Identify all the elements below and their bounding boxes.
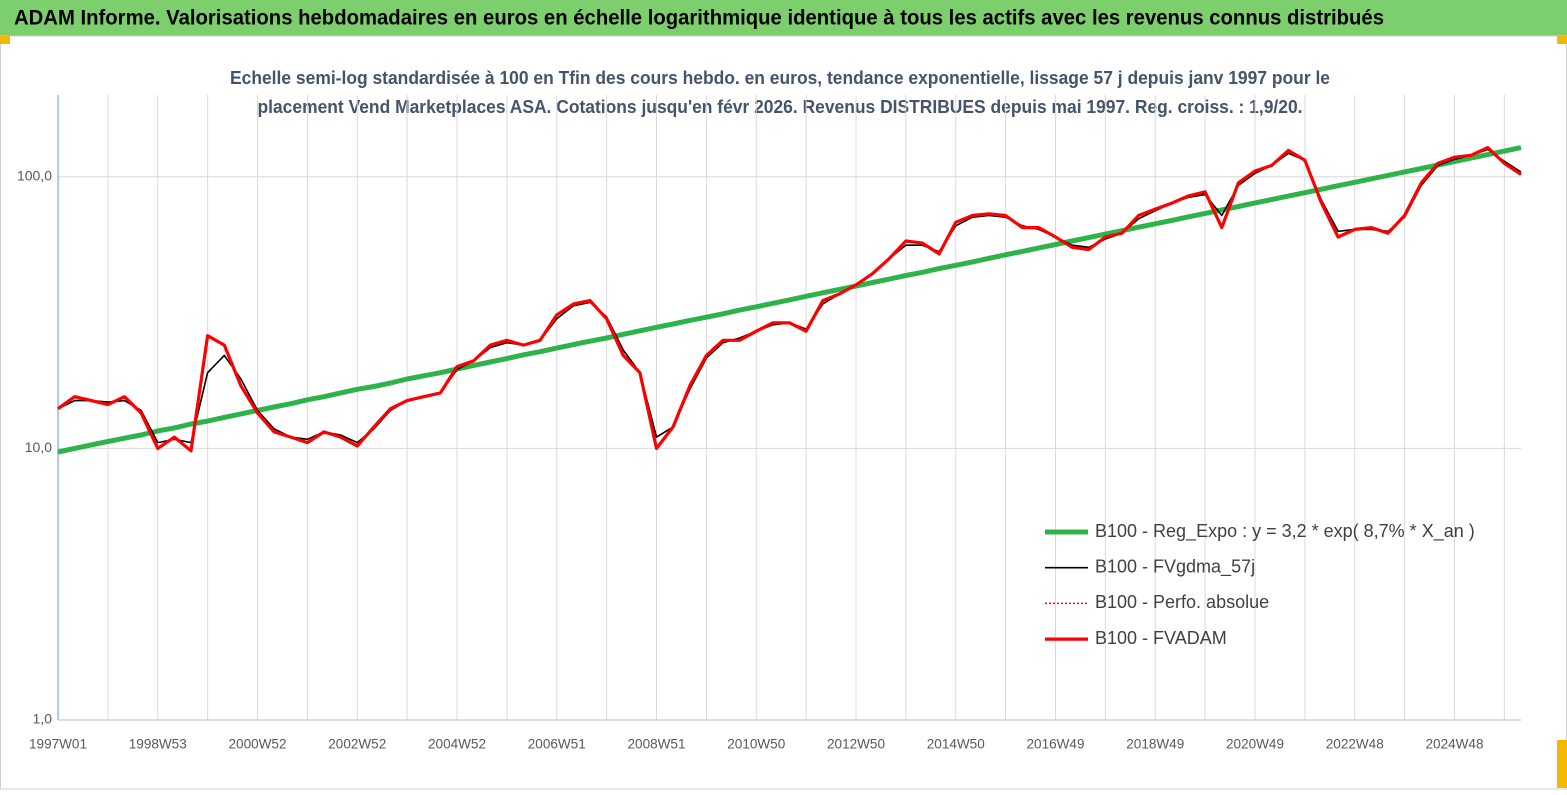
chart-title: ADAM Informe. Valorisations hebdomadaire… <box>14 7 1384 30</box>
x-tick-label: 2010W50 <box>727 736 785 752</box>
x-tick-label: 2020W49 <box>1226 736 1284 752</box>
series-line <box>57 146 1522 453</box>
x-tick-label: 2018W49 <box>1126 736 1184 752</box>
x-tick-label: 1998W53 <box>129 736 187 752</box>
y-tick-label: 10,0 <box>25 439 52 455</box>
series-line <box>57 145 1522 455</box>
subtitle: placement Vend Marketplaces ASA. Cotatio… <box>258 97 1303 117</box>
x-tick-label: 2024W48 <box>1426 736 1484 752</box>
x-tick-label: 2014W50 <box>927 736 985 752</box>
chart-border <box>0 35 1567 790</box>
x-tick-label: 2022W48 <box>1326 736 1384 752</box>
corner <box>1557 740 1567 788</box>
x-tick-label: 2004W52 <box>428 736 486 752</box>
legend-label: B100 - Perfo. absolue <box>1095 592 1269 612</box>
subtitle: Echelle semi-log standardisée à 100 en T… <box>230 68 1330 88</box>
x-tick-label: 2012W50 <box>827 736 885 752</box>
y-tick-label: 100,0 <box>17 167 52 183</box>
legend-label: B100 - Reg_Expo : y = 3,2 * exp( 8,7% * … <box>1095 521 1475 542</box>
legend-label: B100 - FVADAM <box>1095 628 1227 648</box>
corner <box>1557 36 1567 44</box>
x-tick-label: 2000W52 <box>229 736 287 752</box>
title-bar <box>0 0 1567 36</box>
x-tick-label: 2002W52 <box>328 736 386 752</box>
corner <box>0 36 10 44</box>
x-tick-label: 1997W01 <box>29 736 87 752</box>
legend-label: B100 - FVgdma_57j <box>1095 556 1255 577</box>
x-tick-label: 2006W51 <box>528 736 586 752</box>
x-tick-label: 2008W51 <box>628 736 686 752</box>
x-tick-label: 2016W49 <box>1027 736 1085 752</box>
y-tick-label: 1,0 <box>33 711 53 727</box>
